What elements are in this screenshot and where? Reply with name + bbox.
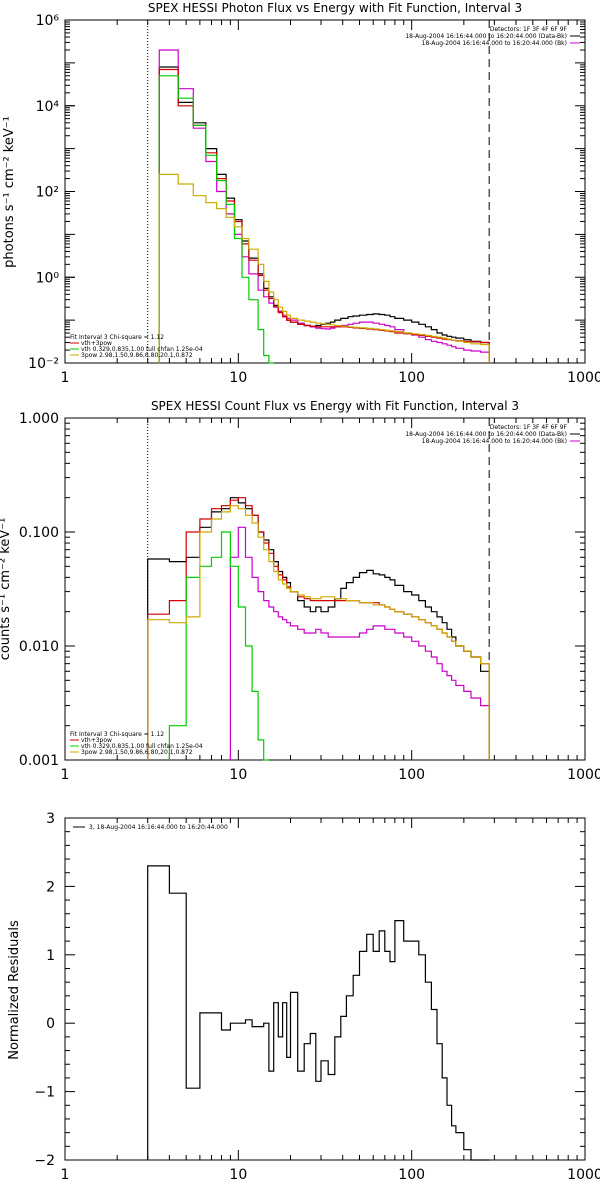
series-vth-line: [168, 531, 269, 761]
legend-entry: Fit Interval 3 Chi-square = 1.12: [70, 731, 164, 738]
photon-flux-plot: 1 10 100 1000 10⁻² 10⁰ 10² 10⁴ 10⁶ Detectors: 1F …: [28, 13, 600, 386]
count-flux-title: SPEX HESSI Count Flux vs Energy with Fit…: [151, 399, 519, 413]
x-tick-label: 10: [229, 767, 247, 783]
y-tick-label: 3: [46, 811, 55, 827]
legend-entry: 18-Aug-2004 16:16:44.000 to 16:20:44.000…: [405, 431, 567, 438]
legend-entry: vth 0.329,0.835,1.00 full chfan 1.25e-04: [81, 743, 203, 750]
x-tick-label: 1: [61, 1167, 70, 1183]
x-tick-label: 1: [61, 767, 70, 783]
series-3pow-line: [147, 505, 490, 760]
x-tick-label: 1000: [567, 767, 600, 783]
x-tick-label: 10: [229, 370, 247, 386]
y-tick-label: 10²: [36, 185, 59, 201]
x-tick-label: 100: [398, 1167, 425, 1183]
legend-entry: vth 0.329,0.835,1.00 full chfan 1.25e-04: [81, 346, 203, 353]
count-flux-panel: SPEX HESSI Count Flux vs Energy with Fit…: [0, 399, 600, 783]
series-3pow-line: [158, 173, 490, 363]
legend-entry: 3pow 2.98,1.50,9.86,6.80,20.1,0.872: [81, 749, 193, 756]
y-tick-label: 1.000: [19, 411, 59, 427]
legend-entry: 18-Aug-2004 16:16:44.000 to 16:20:44.000…: [422, 438, 567, 445]
series-bk-line: [158, 49, 490, 363]
x-tick-label: 100: [398, 767, 425, 783]
series-bk-line: [229, 526, 490, 760]
y-tick-label: 10⁶: [36, 13, 60, 29]
y-tick-label: 0.010: [19, 639, 59, 655]
photon-flux-panel: SPEX HESSI Photon Flux vs Energy with Fi…: [2, 1, 600, 386]
y-tick-label: 0: [46, 1016, 55, 1032]
legend-entry: 3pow 2.98,1.50,9.86,6.80,20.1,0.872: [81, 352, 193, 359]
series-residuals-line: [147, 865, 490, 1161]
x-tick-label: 100: [398, 370, 425, 386]
y-tick-label: 1: [46, 948, 55, 964]
legend-entry: 18-Aug-2004 16:16:44.000 to 16:20:44.000…: [422, 40, 567, 47]
photon-flux-title: SPEX HESSI Photon Flux vs Energy with Fi…: [148, 1, 522, 15]
legend-entry: vth+3pow: [81, 340, 112, 347]
y-tick-label: 2: [46, 879, 55, 895]
x-tick-label: 1: [61, 370, 70, 386]
x-tick-label: 10: [229, 1167, 247, 1183]
count-flux-plot: 1 10 100 1000 0.001 0.010 0.100 1.000 Detectors:…: [19, 411, 600, 783]
legend-entry: Detectors: 1F 3F 4F 6F 9F: [490, 26, 568, 33]
legend-entry: Detectors: 1F 3F 4F 6F 9F: [490, 424, 568, 431]
legend-entry: 3, 18-Aug-2004 16:16:44.000 to 16:20:44.…: [89, 824, 228, 831]
y-tick-label: 10⁰: [36, 270, 60, 286]
y-tick-label: −2: [34, 1153, 55, 1169]
y-tick-label: 0.100: [19, 525, 59, 541]
series-vth-line: [158, 75, 274, 364]
x-tick-label: 1000: [567, 370, 600, 386]
x-tick-label: 1000: [567, 1167, 600, 1183]
y-tick-label: −1: [34, 1085, 55, 1101]
residuals-plot: 1 10 100 1000 −2 −1 0 1 2 3 3, 18-Aug-2004 16:16:4…: [34, 811, 600, 1183]
plot-frame: [64, 19, 586, 364]
residuals-ylabel: Normalized Residuals: [7, 920, 22, 1060]
plot-frame: [64, 817, 586, 1161]
plot-frame: [64, 417, 586, 761]
photon-flux-ylabel: photons s⁻¹ cm⁻² keV⁻¹: [2, 116, 17, 268]
y-tick-label: 10⁴: [36, 99, 60, 115]
count-flux-ylabel: counts s⁻¹ cm⁻² keV⁻¹: [0, 518, 13, 661]
series-vth-3pow-line: [158, 68, 490, 363]
residuals-panel: Normalized Residuals 1 10 100 1000 −2 −1 0 1 2 3 3…: [7, 811, 600, 1183]
y-tick-label: 0.001: [19, 753, 59, 769]
series-data-bk-line: [158, 66, 490, 363]
legend-entry: 18-Aug-2004 16:16:44.000 to 16:20:44.000…: [405, 33, 567, 40]
y-tick-label: 10⁻²: [28, 356, 59, 372]
legend-entry: Fit Interval 3 Chi-square = 1.12: [70, 334, 164, 341]
legend-entry: vth+3pow: [81, 737, 112, 744]
